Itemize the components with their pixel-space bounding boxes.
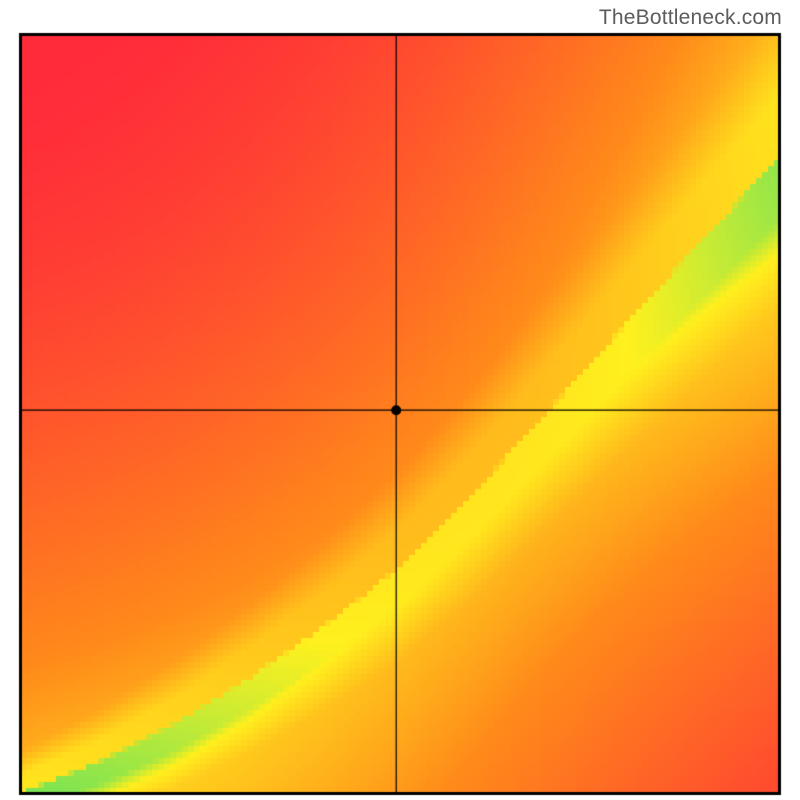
watermark-text: TheBottleneck.com xyxy=(599,6,782,30)
bottleneck-heatmap xyxy=(0,0,800,800)
chart-container: { "watermark": { "text": "TheBottleneck.… xyxy=(0,0,800,800)
